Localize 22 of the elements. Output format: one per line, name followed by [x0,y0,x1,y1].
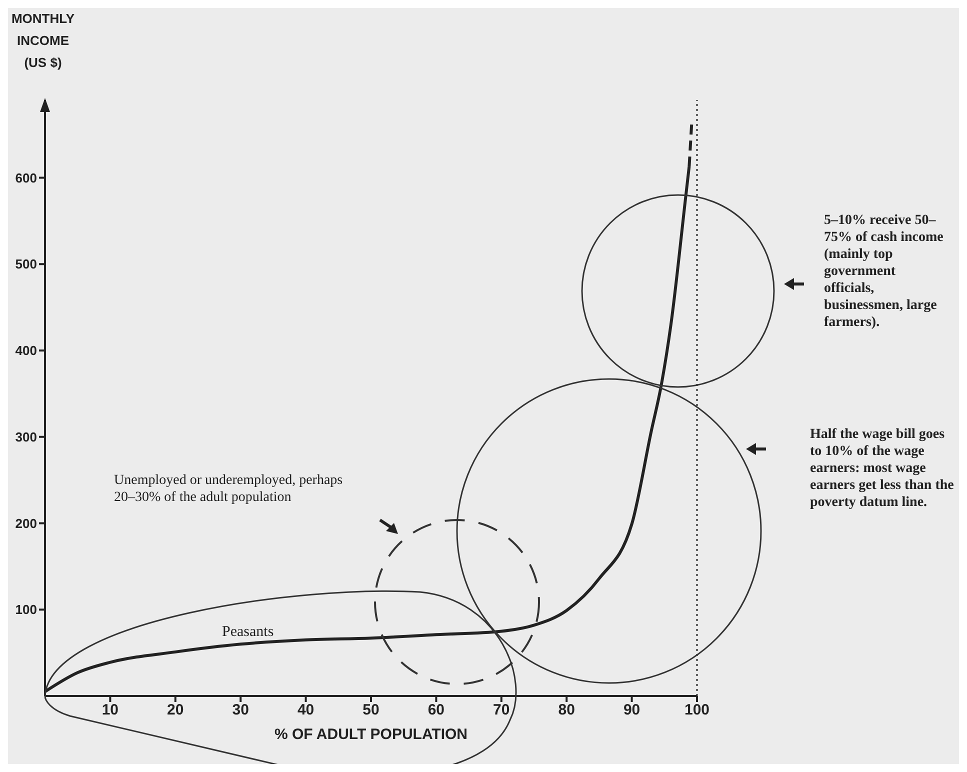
y-tick-label: 600 [15,170,37,186]
y-tick-label: 400 [15,343,37,358]
text: Half the wage bill goes to 10% of the wage earners: most wage earners get less than the poverty datum line. [810,426,955,511]
x-axis-title: % OF ADULT POPULATION [273,726,469,743]
y-tick-label: 500 [15,256,37,272]
x-tick-label: 10 [102,702,119,719]
x-tick-label: 70 [493,702,510,719]
x-tick-label: 20 [167,702,184,719]
y-axis-title: MONTHLY INCOME (US $) [10,10,76,72]
y-tick-label: 100 [15,602,37,618]
x-tick-label: 90 [623,702,640,719]
x-tick-label: 50 [362,702,380,719]
x-tick-label: 100 [684,702,710,719]
y-tick-label: 300 [15,429,37,444]
x-tick-label: 30 [232,702,249,719]
y-tick-label: 200 [15,516,37,531]
x-tick-label: 80 [558,702,575,719]
x-tick-label: 40 [297,702,314,719]
x-tick-label: 60 [428,702,445,719]
annotation: Unemployed or underemployed, perhaps 20–30% of the adult population [114,472,344,506]
annotation: Peasants [222,624,275,641]
text: 5–10% receive 50–75% of cash income (mainly top government officials, businessmen, large farmers). [824,212,944,331]
